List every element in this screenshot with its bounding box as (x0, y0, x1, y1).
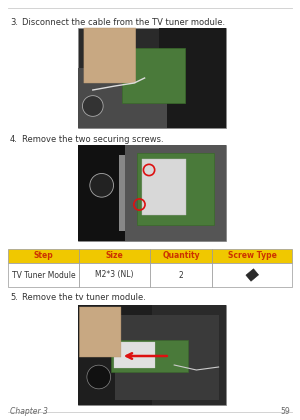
FancyBboxPatch shape (80, 307, 121, 357)
Bar (152, 305, 226, 405)
Bar (119, 155, 131, 231)
Text: 59: 59 (280, 407, 290, 416)
Text: Chapter 3: Chapter 3 (10, 407, 48, 416)
Bar (212, 263, 292, 287)
Text: TV Tuner Module: TV Tuner Module (12, 270, 75, 279)
Bar (79, 263, 150, 287)
Bar (8, 263, 79, 287)
Circle shape (87, 365, 111, 389)
Text: Step: Step (34, 252, 53, 260)
Bar (122, 48, 184, 103)
Text: Size: Size (106, 252, 123, 260)
Bar (8, 249, 79, 263)
Text: Screw Type: Screw Type (228, 252, 277, 260)
Bar (150, 263, 212, 287)
Bar (78, 145, 226, 241)
Bar (246, 269, 259, 281)
Bar (78, 305, 226, 405)
Bar (125, 145, 226, 241)
Text: Remove the two securing screws.: Remove the two securing screws. (22, 135, 164, 144)
Bar (115, 315, 219, 400)
Text: Quantity: Quantity (162, 252, 200, 260)
Text: Remove the tv tuner module.: Remove the tv tuner module. (22, 293, 146, 302)
Circle shape (90, 173, 113, 197)
Text: M2*3 (NL): M2*3 (NL) (95, 270, 134, 279)
Bar (78, 305, 226, 405)
Bar (78, 28, 226, 128)
Bar (150, 249, 212, 263)
Bar (79, 249, 150, 263)
Text: 5.: 5. (10, 293, 18, 302)
Text: 3.: 3. (10, 18, 18, 27)
Bar (142, 160, 186, 215)
Text: Disconnect the cable from the TV tuner module.: Disconnect the cable from the TV tuner m… (22, 18, 225, 27)
Bar (212, 249, 292, 263)
FancyBboxPatch shape (84, 28, 136, 83)
Bar (113, 342, 155, 368)
Bar (111, 340, 188, 372)
Circle shape (82, 96, 103, 116)
Text: 4.: 4. (10, 135, 18, 144)
Text: 2: 2 (179, 270, 184, 279)
Bar (137, 153, 214, 225)
Bar (159, 28, 226, 128)
Bar (78, 145, 125, 241)
Bar (78, 68, 167, 128)
